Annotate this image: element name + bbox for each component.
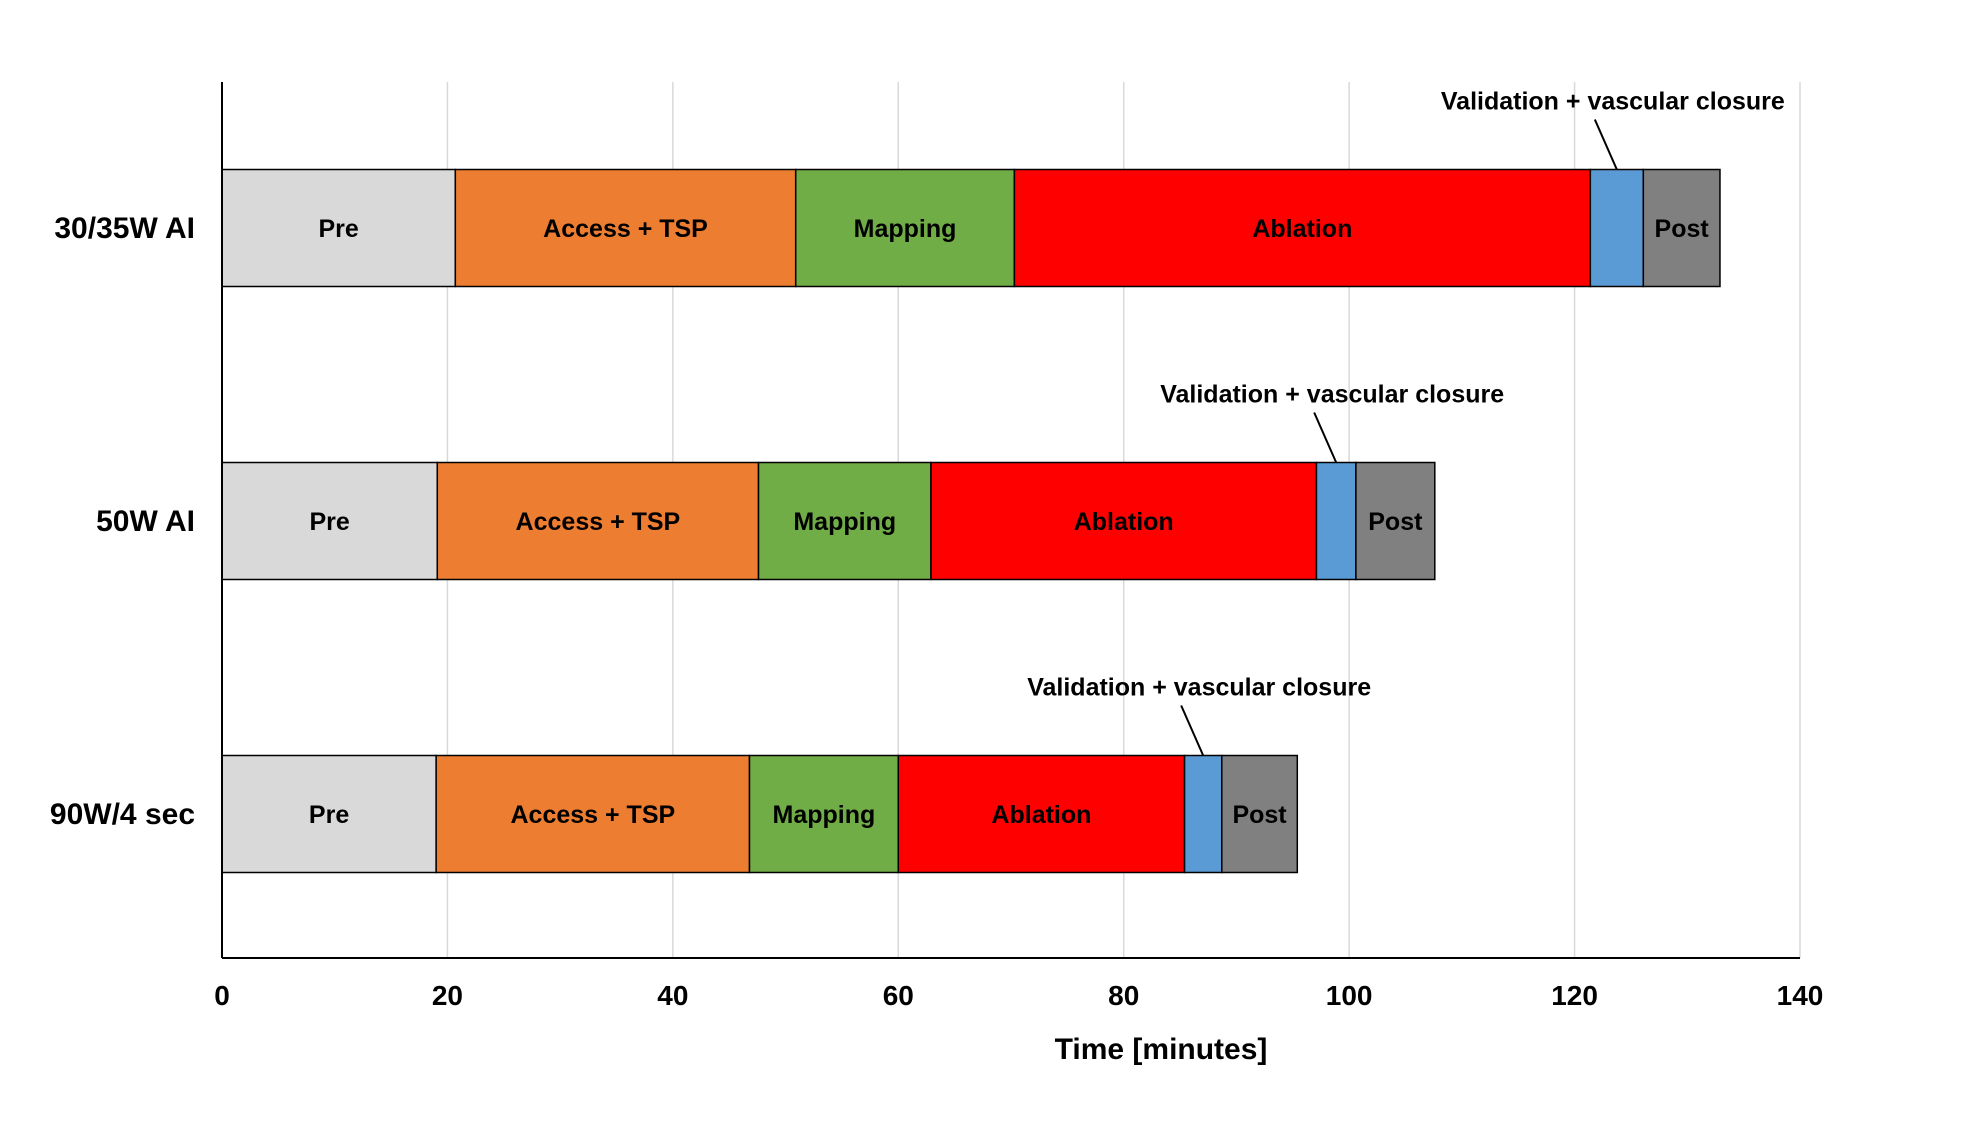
segment-label: Ablation	[991, 801, 1091, 829]
bar-segment-ablation	[897, 754, 1186, 874]
category-label: 30/35W AI	[54, 212, 195, 245]
bar-segment-access-tsp	[435, 754, 751, 874]
x-tick-label: 60	[883, 980, 914, 1011]
x-tick-label: 140	[1777, 980, 1824, 1011]
bar-segment-pre	[221, 754, 437, 874]
annotation-label: Validation + vascular closure	[1160, 381, 1504, 409]
x-tick-labels: 0 20 40 60 80 100 120 140	[214, 980, 1823, 1011]
x-axis-title: Time [minutes]	[1055, 1033, 1268, 1066]
segment-label: Ablation	[1074, 508, 1174, 536]
annotation-label: Validation + vascular closure	[1027, 674, 1371, 702]
x-tick-label: 80	[1108, 980, 1139, 1011]
axes	[221, 82, 1800, 959]
annotation-leader-line	[1180, 705, 1205, 756]
segment-label: Access + TSP	[510, 801, 675, 829]
category-labels: 30/35W AI 50W AI 90W/4 sec	[50, 212, 195, 831]
segment-label: Pre	[309, 801, 349, 829]
annotation-leader-line	[1593, 119, 1618, 170]
segment-label: Access + TSP	[516, 508, 681, 536]
segment-label: Mapping	[793, 508, 896, 536]
bar-segment-validation-vascular-closure	[1315, 461, 1357, 581]
segment-label: Post	[1655, 215, 1710, 243]
annotation-label: Validation + vascular closure	[1441, 88, 1785, 116]
x-tick-label: 20	[432, 980, 463, 1011]
category-label: 50W AI	[96, 505, 195, 538]
segment-label: Access + TSP	[543, 215, 708, 243]
annotations: Validation + vascular closure Validation …	[1027, 88, 1785, 756]
segment-label: Mapping	[773, 801, 876, 829]
x-tick-label: 120	[1551, 980, 1598, 1011]
annotation-leader-line	[1313, 412, 1338, 463]
bar-segment-post	[1642, 168, 1721, 288]
bar-segment-ablation	[1013, 168, 1592, 288]
bar-segment-post	[1355, 461, 1436, 581]
x-tick-label: 0	[214, 980, 230, 1011]
category-label: 90W/4 sec	[50, 798, 195, 831]
bar-segment-mapping	[757, 461, 932, 581]
bar-segment-ablation	[930, 461, 1318, 581]
segment-label: Post	[1232, 801, 1287, 829]
bar-segment-access-tsp	[454, 168, 797, 288]
segment-label: Pre	[309, 508, 349, 536]
segment-label: Pre	[319, 215, 359, 243]
bar-segment-mapping	[794, 168, 1016, 288]
x-tick-label: 100	[1326, 980, 1373, 1011]
segment-label: Post	[1368, 508, 1423, 536]
bar-rows: Pre Access + TSP Mapping Ablation Post Pre Acc…	[221, 168, 1721, 874]
bar-segment-pre	[221, 461, 439, 581]
bar-segment-access-tsp	[436, 461, 760, 581]
bar-segment-mapping	[748, 754, 900, 874]
segment-label: Mapping	[854, 215, 957, 243]
bar-segment-post	[1221, 754, 1299, 874]
bar-segment-validation-vascular-closure	[1183, 754, 1223, 874]
x-tick-label: 40	[657, 980, 688, 1011]
bar-segment-validation-vascular-closure	[1589, 168, 1645, 288]
segment-label: Ablation	[1252, 215, 1352, 243]
